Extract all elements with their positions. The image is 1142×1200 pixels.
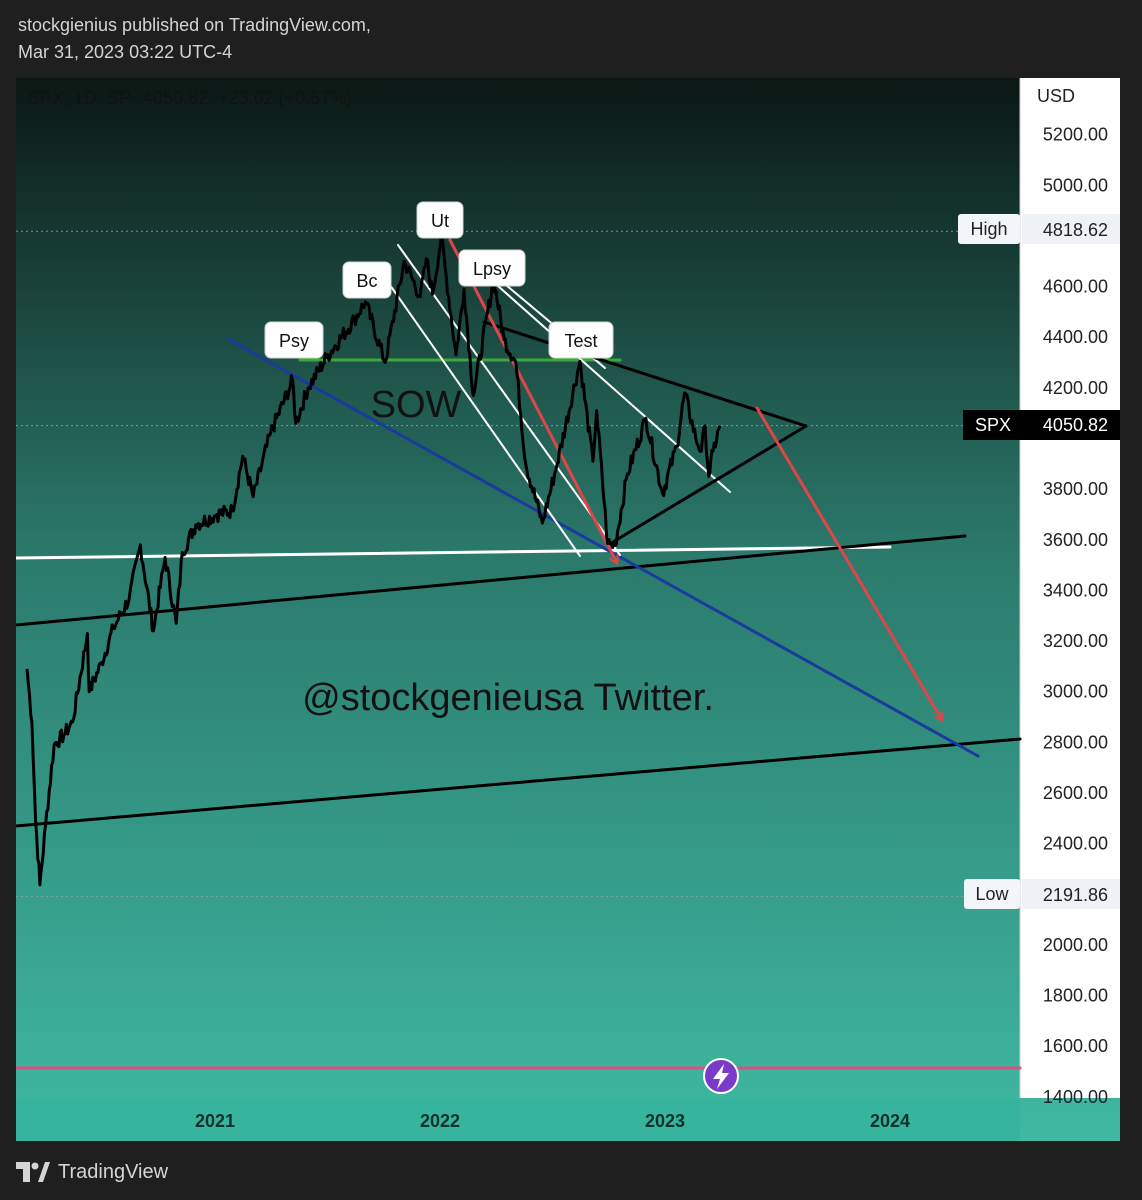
wyckoff-label-box [548,321,614,359]
price-tick-label: 1800.00 [1043,986,1108,1006]
spx-price-line [25,235,722,887]
wyckoff-label-box [264,321,324,359]
blue-trend-line [226,337,980,758]
wyckoff-label: Lpsy [458,249,526,287]
price-tick-label: 4200.00 [1043,378,1108,398]
time-tick-label: 2024 [870,1111,910,1131]
footer-brand: TradingView [58,1160,169,1183]
price-tick-label: 2600.00 [1043,783,1108,803]
triangle-lower-line [606,424,808,547]
symbol-change: +23.02 (+0.57%) [218,88,352,108]
price-axis: 1400.00 1600.00 1800.00 2000.00 2400.00 2600.… [16,125,1108,1107]
price-tick-label: 1400.00 [1043,1087,1108,1107]
price-tick-label: 3000.00 [1043,682,1108,702]
wyckoff-label: Test [548,321,614,359]
price-tick-label: 1600.00 [1043,1036,1108,1056]
symbol-price: 4050.82 [143,88,208,108]
wyckoff-label-box [342,261,392,299]
watermark-text: @stockgenieusa Twitter. [302,677,714,719]
wyckoff-label-text: Test [564,331,597,351]
chart-frame[interactable]: 1400.00 1600.00 1800.00 2000.00 2400.00 2600.… [16,78,1120,1141]
price-series-layer[interactable] [25,235,722,887]
symbol-name: SPX, 1D, SP [28,88,131,108]
price-tick-label: 5200.00 [1043,125,1108,145]
white-channel-line [397,244,621,556]
wyckoff-label: Psy [264,321,324,359]
low-label: Low [975,884,1009,904]
high-marker: High 4818.62 [958,214,1120,244]
wyckoff-label: Ut [416,201,464,239]
price-tick-label: 2400.00 [1043,834,1108,854]
price-chart[interactable]: 1400.00 1600.00 1800.00 2000.00 2400.00 2600.… [16,78,1120,1141]
high-value: 4818.62 [1043,220,1108,240]
price-tick-label: 3400.00 [1043,580,1108,600]
alert-lightning-icon[interactable] [703,1058,739,1094]
wyckoff-label-text: Lpsy [473,259,511,279]
support-line-white [16,545,892,560]
sow-label: SOW [371,384,462,426]
footer: TradingView [16,1157,168,1187]
price-tick-label: 3800.00 [1043,479,1108,499]
price-tick-label: 4600.00 [1043,277,1108,297]
wyckoff-label-box [458,249,526,287]
wyckoff-label-text: Bc [356,271,377,291]
publish-date: Mar 31, 2023 03:22 UTC-4 [18,42,233,62]
last-label: SPX [975,415,1011,435]
wyckoff-label-text: Psy [279,331,309,351]
triangle-upper-line [482,320,808,428]
last-price-marker: SPX 4050.82 [963,410,1120,440]
time-scale-background [16,1098,1020,1141]
low-value: 2191.86 [1043,885,1108,905]
price-scale-background [1020,78,1120,1098]
wyckoff-label-text: Ut [431,211,449,231]
channel-lower-line [16,737,1022,828]
price-tick-label: 3600.00 [1043,530,1108,550]
time-tick-label: 2023 [645,1111,685,1131]
currency-label: USD [1037,86,1075,106]
price-tick-label: 5000.00 [1043,175,1108,195]
publisher-header: stockgienius published on TradingView.co… [18,12,371,66]
high-label: High [970,219,1007,239]
time-axis: 2021 2022 2023 2024 [195,1111,910,1131]
publisher-line: stockgienius published on TradingView.co… [18,15,371,35]
chart-background [16,78,1120,1141]
price-tick-label: 2000.00 [1043,935,1108,955]
white-channel-line [479,269,731,493]
wyckoff-label: Bc [342,261,392,299]
time-tick-label: 2022 [420,1111,460,1131]
price-tick-label: 2800.00 [1043,732,1108,752]
last-value: 4050.82 [1043,415,1108,435]
time-tick-label: 2021 [195,1111,235,1131]
wyckoff-label-box [416,201,464,239]
tradingview-logo-icon [16,1162,50,1182]
price-tick-label: 3200.00 [1043,631,1108,651]
symbol-info: SPX, 1D, SP 4050.82 +23.02 (+0.57%) [28,88,352,108]
low-marker: Low 2191.86 [964,879,1120,909]
price-tick-label: 4400.00 [1043,327,1108,347]
annotation-labels: Psy Bc Ut Lpsy Test [264,201,614,359]
red-arrow-projection [755,406,942,720]
red-arrow-down [448,238,617,563]
